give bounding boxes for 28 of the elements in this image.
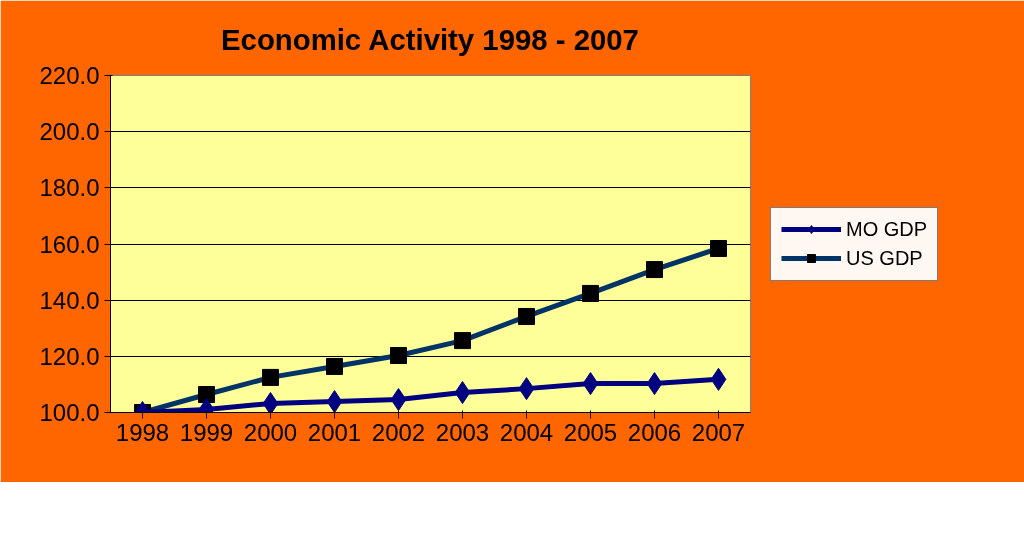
y-tick-label: 180.0 — [39, 174, 100, 202]
x-tick-label: 2000 — [243, 418, 298, 446]
point — [582, 372, 599, 396]
x-tick-label: 2003 — [435, 418, 490, 446]
x-tick-label: 2005 — [563, 418, 618, 446]
point — [326, 390, 343, 413]
x-tick-label: 1999 — [179, 418, 234, 446]
y-tick-label: 100.0 — [39, 399, 100, 426]
x-tick-label: 1998 — [115, 418, 170, 446]
y-tick-label: 140.0 — [39, 286, 100, 314]
y-tick-label: 160.0 — [39, 230, 100, 258]
x-tick-label: 2007 — [691, 418, 746, 446]
chart-title: Economic Activity 1998 - 2007 — [221, 22, 639, 56]
x-tick-label: 2004 — [499, 418, 554, 446]
x-tick-label: 2001 — [307, 418, 362, 446]
point — [646, 372, 663, 396]
legend-label: US GDP — [846, 246, 923, 270]
y-tick-label: 220.0 — [39, 62, 100, 89]
point — [518, 377, 535, 401]
y-tick-label: 120.0 — [39, 342, 100, 370]
x-tick-label: 2006 — [627, 418, 682, 446]
point — [454, 381, 471, 405]
point — [710, 367, 727, 391]
x-tick-label: 2002 — [371, 418, 426, 446]
point — [262, 392, 279, 413]
y-tick-label: 200.0 — [39, 118, 100, 146]
point — [390, 388, 407, 412]
legend-label: MO GDP — [846, 217, 928, 241]
